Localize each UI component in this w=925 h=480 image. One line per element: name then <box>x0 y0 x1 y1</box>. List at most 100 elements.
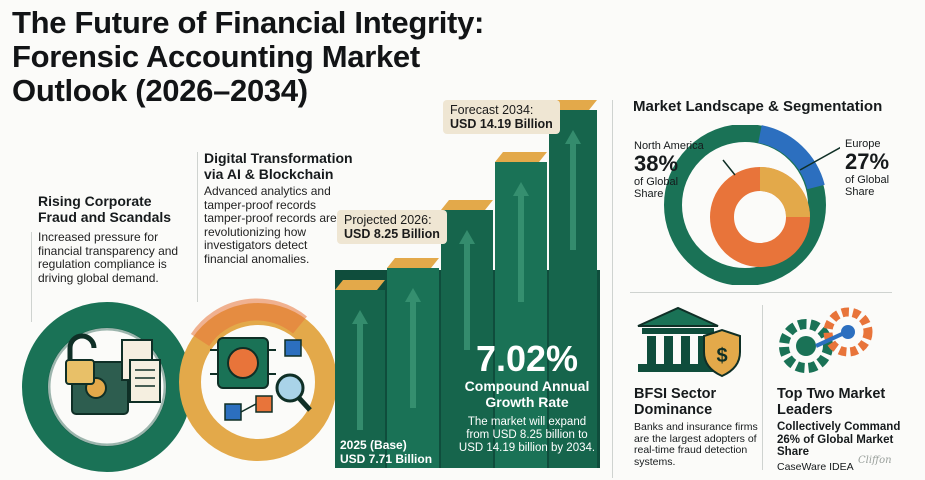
growth-bar <box>387 258 439 468</box>
orange-ring-accent <box>190 298 307 347</box>
title-line: Outlook (2026–2034) <box>12 73 308 108</box>
leaders-sub: Collectively Command 26% of Global Marke… <box>777 421 917 459</box>
driver-body: Advanced analytics and tamper-proof reco… <box>204 184 364 266</box>
caption-line: of Global <box>634 176 679 188</box>
region-north-america: North America 38% of Global Share <box>634 140 714 200</box>
heading-line: BFSI Sector <box>634 386 717 402</box>
body-line: Advanced analytics and <box>204 184 331 198</box>
bfsi-block: BFSI Sector Dominance Banks and insuranc… <box>634 386 759 468</box>
donut-hole <box>742 199 778 235</box>
market-growth-chart <box>335 100 600 468</box>
region-name: Europe <box>845 138 881 150</box>
bank-icon: $ <box>637 306 741 378</box>
leaders-heading: Top Two Market Leaders <box>777 386 917 418</box>
landscape-heading: Market Landscape & Segmentation <box>633 98 883 115</box>
cagr-block: 7.02% Compound Annual Growth Rate The ma… <box>452 340 602 455</box>
ai-chip-icon <box>210 337 276 389</box>
cagr-note-line: from USD 8.25 billion to <box>466 429 588 441</box>
shield-icon <box>703 328 741 378</box>
body-line: tamper-proof records <box>204 197 317 212</box>
divider <box>762 305 763 470</box>
forecast-label: Forecast 2034: <box>450 103 534 117</box>
cagr-label: Compound Annual Growth Rate <box>452 378 602 410</box>
europe-leader-line <box>799 146 840 171</box>
divider <box>630 292 892 293</box>
cagr-note: The market will expand from USD 8.25 bil… <box>452 416 602 455</box>
forecast-value: USD 14.19 Billion <box>450 117 553 131</box>
svg-text:$: $ <box>716 345 727 367</box>
cagr-note-line: The market will expand <box>467 416 587 428</box>
cagr-value: 7.02% <box>475 338 579 379</box>
projected-value: USD 8.25 Billion <box>344 227 440 241</box>
leaders-block: Top Two Market Leaders Collectively Comm… <box>777 386 917 473</box>
base-year-label: 2025 (Base) USD 7.71 Billion <box>340 438 432 466</box>
signature: Cliffon <box>858 455 892 466</box>
growth-bar <box>495 152 547 468</box>
magnifier-icon <box>275 373 312 412</box>
body-line: Banks and insurance firms <box>634 421 758 433</box>
body-line: revolutionizing how <box>204 224 307 239</box>
driver-heading: Digital Transformation via AI & Blockcha… <box>204 150 364 182</box>
gears-icon <box>779 307 873 373</box>
title-line: Forensic Accounting Market <box>12 39 420 74</box>
growth-bar <box>335 280 385 468</box>
projected-callout: Projected 2026: USD 8.25 Billion <box>337 210 447 244</box>
driver-digital: Digital Transformation via AI & Blockcha… <box>204 150 364 266</box>
body-line: financial transparency and <box>38 243 179 258</box>
document-icon <box>121 339 161 403</box>
driver-body: Increased pressure for financial transpa… <box>38 230 198 285</box>
caption-line: of Global <box>845 174 890 186</box>
heading-line: via AI & Blockchain <box>204 166 334 182</box>
body-line: tamper-proof records are <box>204 211 337 225</box>
leaders-companies: CaseWare IDEA <box>777 460 854 473</box>
growth-bar <box>549 100 597 468</box>
bfsi-body: Banks and insurance firms are the larges… <box>634 421 759 468</box>
page-title: The Future of Financial Integrity: Foren… <box>12 6 572 108</box>
divider <box>612 100 613 478</box>
heading-line: Rising Corporate <box>38 193 152 209</box>
region-caption: of Global Share <box>845 174 920 198</box>
padlock-safe-icon <box>65 333 129 415</box>
heading-line: Fraud and Scandals <box>38 209 172 225</box>
bfsi-heading: BFSI Sector Dominance <box>634 386 759 418</box>
divider <box>197 152 198 302</box>
na-ring <box>664 125 826 285</box>
region-europe: Europe 27% of Global Share <box>845 138 920 198</box>
region-percent: 38% <box>634 151 679 176</box>
heading-line: Dominance <box>634 402 713 418</box>
growth-bar <box>441 200 493 468</box>
region-name: North America <box>634 140 704 152</box>
body-line: driving global demand. <box>38 270 159 285</box>
title-line: The Future of Financial Integrity: <box>12 5 485 40</box>
cagr-label-line: Growth Rate <box>485 394 569 410</box>
green-ring <box>22 302 192 472</box>
heading-line: Leaders <box>777 402 833 418</box>
body-line: Increased pressure for <box>38 230 159 244</box>
body-line: are the largest adopters of <box>634 432 757 445</box>
divider <box>31 232 32 322</box>
region-percent: 27% <box>845 149 890 174</box>
base-label: 2025 (Base) <box>340 438 407 452</box>
blockchain-cubes-icon <box>224 339 302 421</box>
na-leader-line <box>722 159 736 176</box>
driver-heading: Rising Corporate Fraud and Scandals <box>38 193 198 225</box>
body-line: financial anomalies. <box>204 251 310 266</box>
inner-ring-gold <box>759 167 810 218</box>
sub-line: Share <box>777 446 809 458</box>
driver-icons-graphic <box>22 298 337 472</box>
green-ring-inner <box>47 327 167 447</box>
forecast-callout: Forecast 2034: USD 14.19 Billion <box>443 100 560 134</box>
cagr-label-line: Compound Annual <box>464 378 590 394</box>
cagr-note-line: USD 14.19 billion by 2034. <box>458 442 596 454</box>
caption-line: Share <box>845 186 875 198</box>
heading-line: Digital Transformation <box>204 150 353 166</box>
region-caption: of Global Share <box>634 176 714 200</box>
heading-line: Top Two Market <box>777 386 886 402</box>
driver-fraud: Rising Corporate Fraud and Scandals Incr… <box>38 193 198 285</box>
body-line: systems. <box>634 455 676 468</box>
body-line: real-time fraud detection <box>634 444 748 456</box>
region-donut <box>664 125 840 285</box>
bars-svg <box>335 100 600 468</box>
body-line: regulation compliance is <box>38 257 167 271</box>
body-line: investigators detect <box>204 238 308 252</box>
